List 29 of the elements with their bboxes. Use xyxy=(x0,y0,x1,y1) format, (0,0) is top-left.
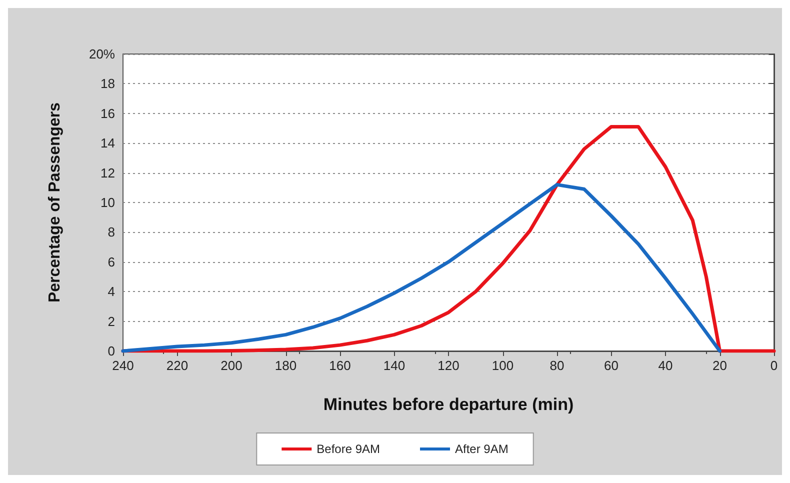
x-tick-label: 40 xyxy=(658,358,673,373)
x-tick-label: 100 xyxy=(492,358,514,373)
y-tick-label: 20% xyxy=(88,46,116,62)
x-tick-label: 240 xyxy=(112,358,134,373)
line-series xyxy=(121,182,722,353)
y-tick-label: 18 xyxy=(100,76,115,92)
x-tick-label: 80 xyxy=(550,358,564,373)
y-tick-label: 8 xyxy=(108,224,115,240)
y-tick-label: 16 xyxy=(100,106,115,121)
x-tick-label: 0 xyxy=(770,358,778,373)
x-tick-label: 140 xyxy=(383,358,406,373)
x-tick-label: 160 xyxy=(329,358,351,373)
y-tick-label: 4 xyxy=(108,284,115,300)
x-tick-label: 60 xyxy=(604,358,618,373)
y-tick-label: 10 xyxy=(100,195,115,210)
y-tick-label: 0 xyxy=(108,344,115,358)
legend-label: After 9AM xyxy=(455,442,508,456)
legend-label: Before 9AM xyxy=(316,442,380,456)
y-tick-label: 6 xyxy=(108,254,115,270)
x-tick-label: 180 xyxy=(274,358,297,373)
x-tick-label: 220 xyxy=(166,358,188,373)
y-tick-label: 14 xyxy=(100,136,115,151)
x-tick-label: 20 xyxy=(712,358,727,373)
x-tick-label: 200 xyxy=(220,358,242,373)
y-tick-label: 12 xyxy=(100,165,115,180)
x-axis-title: Minutes before departure (min) xyxy=(323,395,574,414)
y-axis-title: Percentage of Passengers xyxy=(46,102,64,303)
y-tick-label: 2 xyxy=(108,314,115,329)
x-tick-label: 120 xyxy=(438,358,460,373)
